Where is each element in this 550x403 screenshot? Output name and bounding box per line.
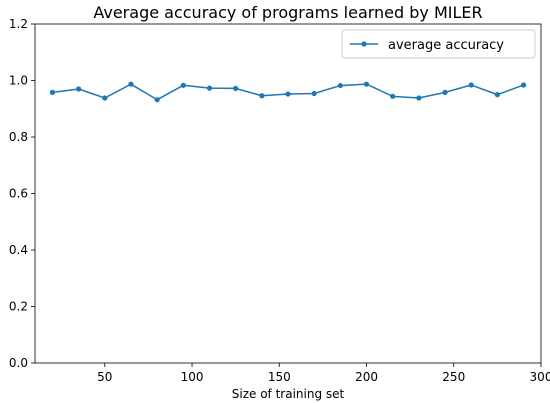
data-point	[311, 90, 317, 97]
x-tick-label: 300	[530, 370, 550, 384]
y-tick-label: 1.0	[9, 74, 28, 88]
data-point	[285, 91, 291, 97]
y-tick-label: 0.8	[9, 130, 28, 144]
x-axis: 50 100 150 200 250 300	[97, 363, 550, 384]
data-point	[520, 82, 527, 88]
legend-box	[341, 29, 536, 59]
y-tick-label: 0.0	[9, 356, 28, 370]
x-axis-label: Size of training set	[232, 387, 345, 401]
data-point	[416, 95, 422, 101]
series-layer	[49, 81, 527, 103]
plot-area	[34, 23, 542, 364]
data-point	[494, 92, 500, 98]
data-point	[49, 89, 56, 95]
data-point	[76, 86, 82, 92]
chart-title: Average accuracy of programs learned by …	[93, 3, 482, 22]
data-point	[154, 97, 160, 103]
data-point	[363, 81, 370, 87]
legend: average accuracy	[341, 29, 536, 59]
y-axis: 0.0 0.2 0.4 0.6 0.8 1.0 1.2	[9, 17, 35, 370]
y-tick-label: 0.4	[9, 243, 28, 257]
y-tick-label: 1.2	[9, 17, 28, 31]
x-tick-label: 50	[97, 370, 112, 384]
x-tick-label: 150	[268, 370, 291, 384]
data-point	[206, 85, 213, 91]
x-tick-label: 250	[442, 370, 465, 384]
x-tick-label: 200	[355, 370, 378, 384]
data-point	[468, 82, 474, 88]
data-point	[337, 82, 343, 89]
data-point	[390, 93, 396, 99]
data-point	[180, 82, 186, 88]
y-tick-label: 0.2	[9, 300, 28, 314]
x-tick-label: 100	[181, 370, 204, 384]
data-point	[233, 85, 239, 92]
legend-marker	[361, 41, 367, 47]
data-point	[442, 89, 448, 95]
y-tick-label: 0.6	[9, 187, 28, 201]
data-point	[102, 95, 108, 101]
data-point	[259, 93, 265, 99]
data-point	[128, 81, 134, 87]
legend-label: average accuracy	[388, 38, 504, 53]
